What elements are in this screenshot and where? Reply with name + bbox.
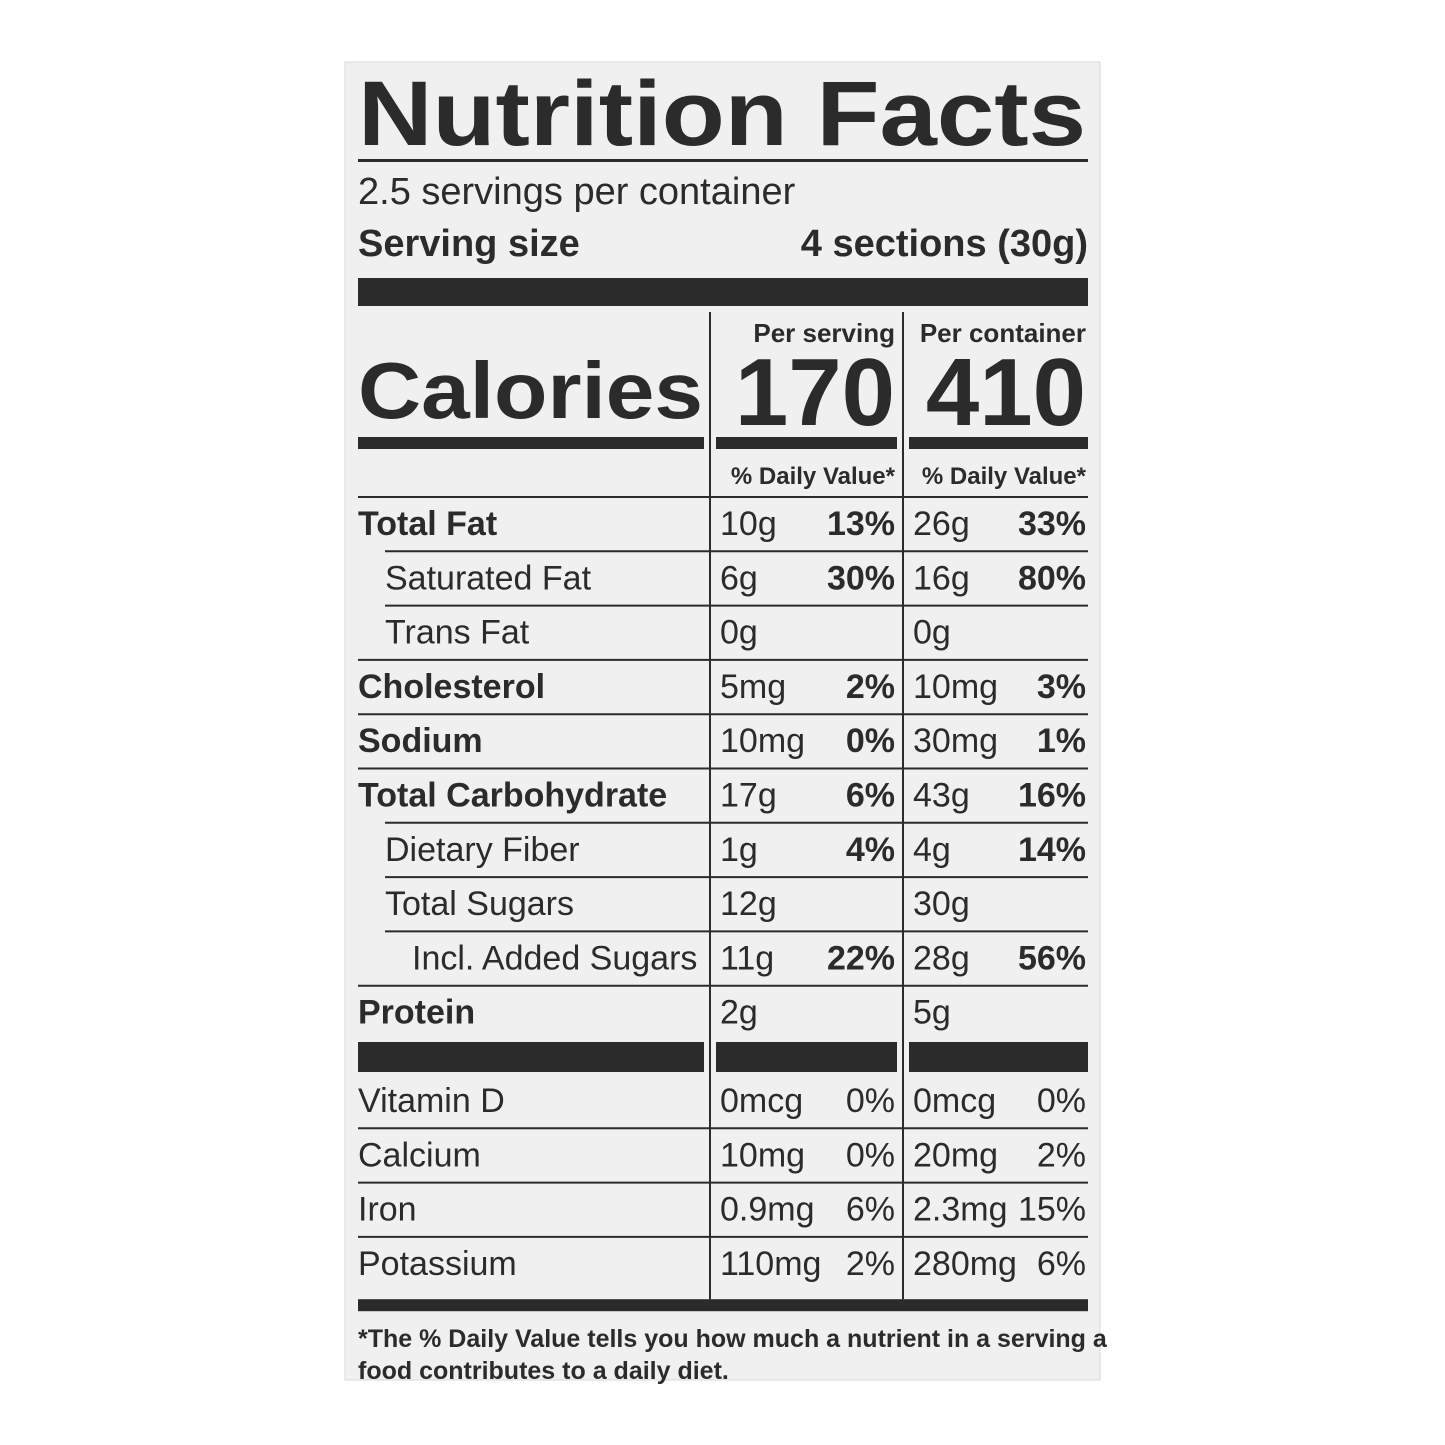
amount: 110mg <box>720 1245 821 1283</box>
daily-value: 33% <box>1018 505 1086 543</box>
amount: 5mg <box>720 668 786 706</box>
amount: 0g <box>913 614 951 652</box>
nutrient-name: Sodium <box>358 722 483 760</box>
daily-value: 15% <box>1018 1191 1086 1229</box>
title: Nutrition Facts <box>358 63 1086 165</box>
amount: 12g <box>720 885 777 923</box>
daily-value: 13% <box>827 505 895 543</box>
amount: 0.9mg <box>720 1191 815 1229</box>
calories-value: 170 <box>735 339 895 446</box>
nutrient-name: Iron <box>358 1191 417 1229</box>
amount: 4g <box>913 831 951 869</box>
amount: 0g <box>720 614 758 652</box>
daily-value: 6% <box>846 1191 895 1229</box>
amount: 5g <box>913 994 951 1032</box>
amount: 26g <box>913 505 970 543</box>
amount: 43g <box>913 777 970 815</box>
calories-value: 410 <box>926 339 1086 446</box>
daily-value: 0% <box>846 722 895 760</box>
footnote: food contributes to a daily diet. <box>358 1357 729 1385</box>
nutrient-name: Cholesterol <box>358 668 545 706</box>
daily-value: 22% <box>827 939 895 977</box>
nutrient-name: Incl. Added Sugars <box>412 939 697 977</box>
amount: 11g <box>720 939 774 977</box>
rule <box>358 159 1088 162</box>
amount: 1g <box>720 831 758 869</box>
rule <box>358 437 704 449</box>
calories-label: Calories <box>358 346 703 435</box>
amount: 0mcg <box>913 1082 996 1120</box>
daily-value: 56% <box>1018 939 1086 977</box>
daily-value: 0% <box>846 1082 895 1120</box>
daily-value: 2% <box>1037 1136 1086 1174</box>
amount: 10mg <box>913 668 998 706</box>
nutrient-name: Saturated Fat <box>385 559 592 597</box>
nutrient-name: Vitamin D <box>358 1082 505 1120</box>
amount: 2.3mg <box>913 1191 1008 1229</box>
rule <box>358 1042 704 1072</box>
column-heading: Per serving <box>753 318 895 348</box>
daily-value: 0% <box>1037 1082 1086 1120</box>
nutrient-name: Total Sugars <box>385 885 574 923</box>
amount: 30g <box>913 885 970 923</box>
column-heading: Per container <box>920 318 1086 348</box>
amount: 20mg <box>913 1136 998 1174</box>
amount: 10mg <box>720 722 805 760</box>
amount: 10mg <box>720 1136 805 1174</box>
daily-value: 3% <box>1037 668 1086 706</box>
amount: 0mcg <box>720 1082 803 1120</box>
amount: 280mg <box>913 1245 1017 1283</box>
rule <box>358 1299 1088 1312</box>
daily-value: 4% <box>846 831 895 869</box>
serving-size-label: Serving size <box>358 223 580 265</box>
nutrient-name: Protein <box>358 994 475 1032</box>
rule <box>716 1042 897 1072</box>
nutrient-name: Total Fat <box>358 505 497 543</box>
daily-value: 14% <box>1018 831 1086 869</box>
rule <box>909 1042 1088 1072</box>
daily-value: 2% <box>846 668 895 706</box>
amount: 10g <box>720 505 777 543</box>
daily-value: 30% <box>827 559 895 597</box>
nutrient-name: Calcium <box>358 1136 481 1174</box>
amount: 2g <box>720 994 758 1032</box>
servings: 2.5 servings per container <box>358 171 796 213</box>
amount: 30mg <box>913 722 998 760</box>
nutrient-name: Potassium <box>358 1245 517 1283</box>
daily-value: 0% <box>846 1136 895 1174</box>
daily-value: 1% <box>1037 722 1086 760</box>
rule <box>909 437 1088 449</box>
dv-heading: % Daily Value* <box>731 463 896 490</box>
dv-heading: % Daily Value* <box>922 463 1087 490</box>
daily-value: 6% <box>846 777 895 815</box>
amount: 6g <box>720 559 758 597</box>
daily-value: 16% <box>1018 777 1086 815</box>
rule <box>358 278 1088 306</box>
daily-value: 6% <box>1037 1245 1086 1283</box>
footnote: *The % Daily Value tells you how much a … <box>358 1325 1108 1353</box>
nutrient-name: Dietary Fiber <box>385 831 580 869</box>
daily-value: 80% <box>1018 559 1086 597</box>
serving-size-value: 4 sections (30g) <box>801 223 1088 265</box>
daily-value: 2% <box>846 1245 895 1283</box>
amount: 17g <box>720 777 777 815</box>
amount: 28g <box>913 939 970 977</box>
nutrient-name: Trans Fat <box>385 614 530 652</box>
nutrient-name: Total Carbohydrate <box>358 777 667 815</box>
amount: 16g <box>913 559 970 597</box>
rule <box>716 437 897 449</box>
